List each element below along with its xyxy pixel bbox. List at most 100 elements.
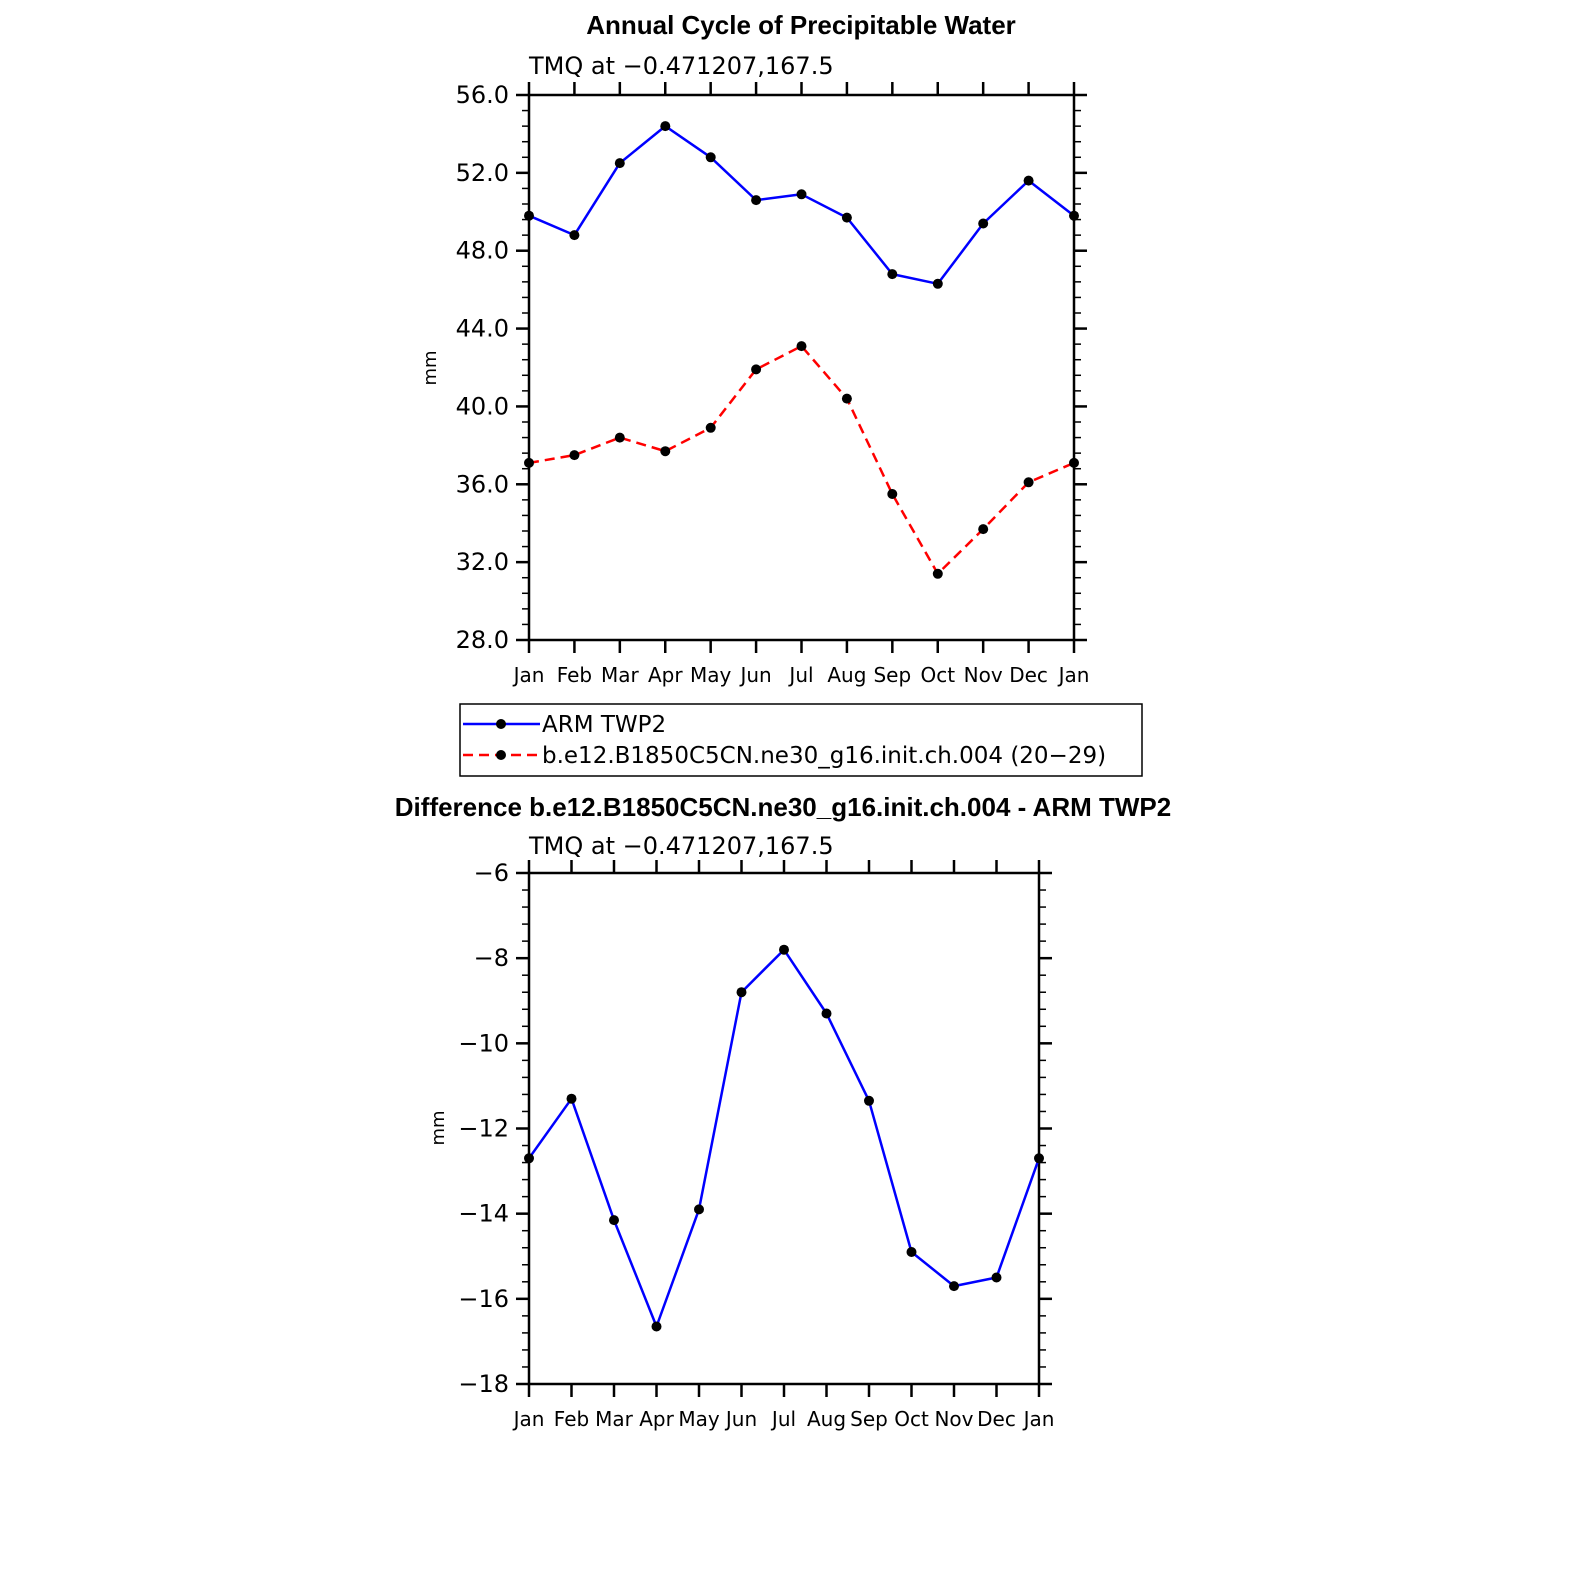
series-layer	[524, 121, 1079, 579]
y-tick-label: −16	[458, 1285, 509, 1313]
data-point	[887, 269, 898, 280]
data-point	[524, 210, 534, 221]
series-line-1	[528, 344, 1075, 576]
y-tick-label: −12	[458, 1115, 509, 1143]
legend-box	[459, 703, 1143, 777]
x-tick-label: Jul	[787, 663, 813, 687]
x-tick-label: Oct	[894, 1407, 929, 1431]
data-point	[694, 1204, 704, 1215]
chart-title: Difference b.e12.B1850C5CN.ne30_g16.init…	[395, 792, 1171, 822]
legend: ARM TWP2 b.e12.B1850C5CN.ne30_g16.init.c…	[459, 703, 1143, 777]
data-point	[841, 212, 852, 223]
data-point	[864, 1095, 874, 1106]
axes-layer: −18 −16 −14 −12 −10 −8 −6 Jan Feb Mar Apr May Jun Jul…	[458, 859, 1054, 1431]
y-tick-label: −8	[474, 944, 509, 972]
x-tick-label: Jul	[770, 1407, 796, 1431]
data-point	[1069, 457, 1079, 468]
x-tick-label: Jun	[724, 1407, 757, 1431]
data-point	[779, 944, 789, 955]
y-tick-label: 40.0	[456, 392, 509, 420]
y-tick-label: 28.0	[456, 626, 509, 654]
series-layer	[524, 944, 1044, 1332]
data-point	[705, 152, 716, 163]
data-point	[991, 1272, 1002, 1283]
x-tick-label: Aug	[827, 663, 866, 687]
data-point	[978, 524, 989, 535]
data-point	[1023, 175, 1034, 186]
data-point	[751, 364, 762, 375]
y-tick-label: −10	[458, 1029, 509, 1057]
data-point	[736, 987, 747, 998]
difference-chart: Difference b.e12.B1850C5CN.ne30_g16.init…	[395, 792, 1171, 1431]
x-tick-label: Mar	[601, 663, 640, 687]
data-point	[1069, 210, 1079, 221]
data-point	[796, 341, 807, 352]
y-tick-label: 44.0	[456, 315, 509, 343]
data-point	[524, 1153, 534, 1164]
legend-marker-model	[496, 750, 506, 760]
x-tick-label: Jan	[1022, 1407, 1055, 1431]
x-tick-label: Apr	[648, 663, 683, 687]
data-point	[796, 189, 807, 200]
x-tick-label: Oct	[920, 663, 955, 687]
data-point	[569, 450, 580, 461]
x-tick-label: Feb	[554, 1407, 589, 1431]
data-point	[566, 1093, 577, 1104]
data-point	[614, 158, 625, 169]
x-tick-label: Nov	[934, 1407, 973, 1431]
y-axis-label: mm	[420, 350, 441, 385]
x-tick-label: Jan	[512, 1407, 545, 1431]
x-tick-label: Jan	[512, 663, 545, 687]
chart-subtitle: TMQ at −0.471207,167.5	[528, 832, 834, 860]
x-tick-label: Sep	[873, 663, 911, 687]
y-tick-label: −18	[458, 1370, 509, 1398]
x-tick-label: May	[678, 1407, 720, 1431]
y-tick-label: 52.0	[456, 159, 509, 187]
y-tick-label: −6	[474, 859, 509, 887]
x-tick-label: Dec	[977, 1407, 1016, 1431]
data-point	[821, 1008, 832, 1019]
x-tick-label: Mar	[595, 1407, 634, 1431]
chart-subtitle: TMQ at −0.471207,167.5	[528, 52, 834, 80]
y-axis-label: mm	[428, 1110, 449, 1145]
data-point	[949, 1281, 959, 1292]
x-tick-label: May	[690, 663, 732, 687]
series-line-0	[527, 948, 1041, 1328]
y-tick-label: 36.0	[456, 470, 509, 498]
x-tick-label: Nov	[964, 663, 1003, 687]
data-point	[705, 422, 716, 433]
x-tick-label: Jun	[738, 663, 771, 687]
y-tick-label: −14	[458, 1200, 509, 1228]
data-point	[1023, 477, 1034, 488]
data-point	[751, 195, 762, 206]
data-point	[609, 1215, 619, 1226]
data-point	[887, 489, 898, 499]
annual-cycle-chart: Annual Cycle of Precipitable Water TMQ a…	[420, 10, 1089, 687]
y-tick-label: 48.0	[456, 237, 509, 265]
y-tick-label: 56.0	[456, 81, 509, 109]
data-point	[841, 393, 852, 404]
x-tick-label: Apr	[639, 1407, 674, 1431]
x-tick-label: Sep	[850, 1407, 888, 1431]
data-point	[660, 446, 671, 457]
data-point	[906, 1247, 917, 1257]
data-point	[524, 457, 534, 468]
legend-marker-arm	[496, 719, 506, 729]
x-tick-label: Feb	[557, 663, 592, 687]
data-point	[569, 230, 580, 241]
y-tick-label: 32.0	[456, 548, 509, 576]
data-point	[614, 432, 625, 443]
data-point	[1034, 1153, 1044, 1164]
x-tick-label: Jan	[1057, 663, 1090, 687]
chart-title: Annual Cycle of Precipitable Water	[586, 10, 1016, 40]
data-point	[978, 218, 989, 229]
legend-label-model: b.e12.B1850C5CN.ne30_g16.init.ch.004 (20…	[542, 743, 1106, 769]
x-tick-label: Dec	[1009, 663, 1048, 687]
data-point	[651, 1321, 662, 1332]
data-point	[932, 278, 943, 289]
legend-label-arm: ARM TWP2	[542, 712, 666, 738]
data-point	[660, 121, 671, 132]
series-line-0	[528, 124, 1075, 286]
data-point	[932, 568, 943, 579]
